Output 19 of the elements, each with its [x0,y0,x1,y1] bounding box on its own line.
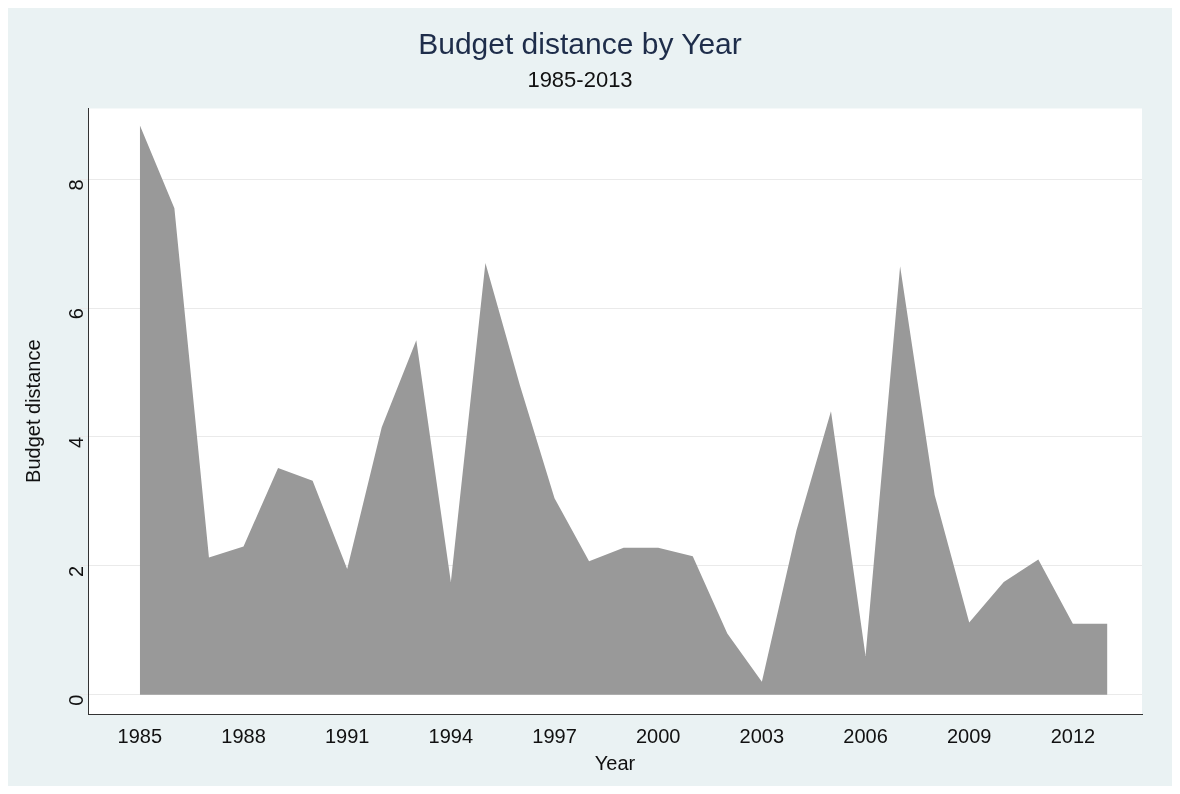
x-axis-title: Year [594,751,636,774]
x-tick-label: 2006 [843,724,888,747]
y-tick-label: 6 [64,308,87,320]
x-tick-label: 1988 [221,724,266,747]
x-tick-label: 2012 [1050,724,1096,747]
x-tick-label: 1997 [532,724,577,747]
y-tick-label: 0 [64,694,87,706]
x-tick-label: 2003 [739,724,785,747]
y-axis-title: Budget distance [21,339,44,483]
y-tick-label: 2 [64,565,87,577]
x-tick-label: 2000 [635,724,681,747]
chart-subtitle: 1985-2013 [527,67,633,93]
chart-title: Budget distance by Year [418,27,742,61]
x-tick-label: 1985 [117,724,163,747]
x-tick-label: 1994 [428,724,474,747]
x-tick-label: 1991 [324,724,370,747]
x-tick-label: 2009 [946,724,992,747]
y-tick-label: 4 [64,436,87,449]
y-tick-label: 8 [64,179,87,191]
